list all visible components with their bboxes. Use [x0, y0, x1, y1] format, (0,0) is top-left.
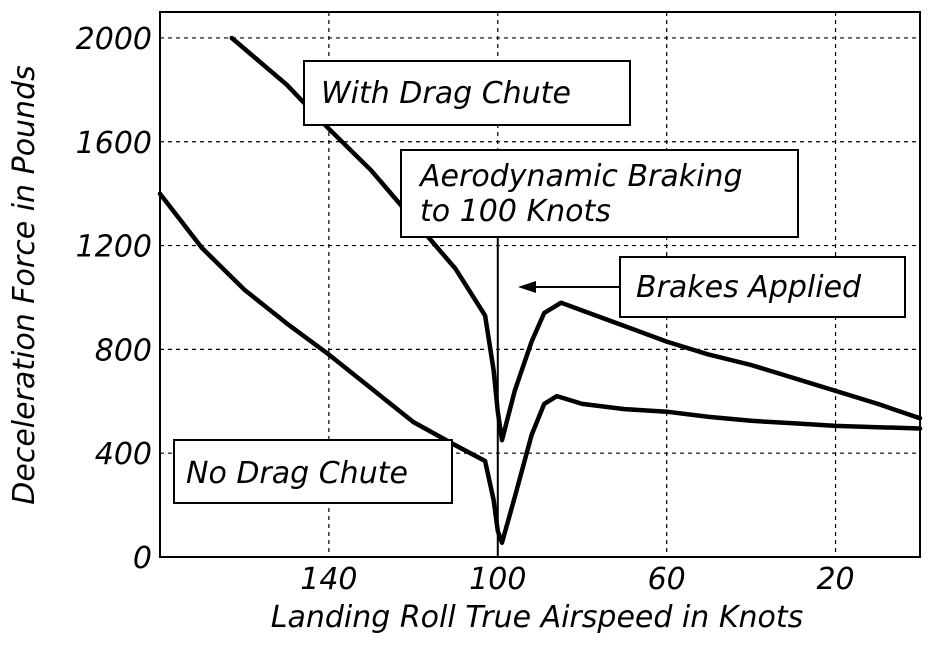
annotation-brakes-applied: Brakes Applied: [518, 256, 906, 318]
annotation-brakes-applied-text: Brakes Applied: [636, 270, 862, 305]
x-tick-label: 60: [648, 562, 686, 597]
annotation-aerodynamic-braking-line1: Aerodynamic Braking: [418, 159, 743, 194]
x-axis-title: Landing Roll True Airspeed in Knots: [271, 600, 804, 635]
x-tick-label: 140: [300, 562, 357, 597]
x-tick-label: 20: [816, 562, 854, 597]
plot-frame: [159, 11, 921, 558]
series-lines: [157, 35, 923, 545]
annotation-with-drag-chute-text: With Drag Chute: [321, 76, 571, 111]
y-tick-label: 1200: [76, 230, 152, 265]
y-tick-label: 0: [133, 541, 152, 576]
series-no-drag-chute-line: [157, 191, 923, 545]
x-tick-label: 100: [469, 562, 526, 597]
annotation-aerodynamic-braking-line2: to 100 Knots: [420, 194, 611, 229]
y-tick-label: 1600: [76, 126, 152, 161]
y-tick-label: 800: [95, 333, 152, 368]
annotation-no-drag-chute: No Drag Chute: [173, 439, 453, 504]
annotation-no-drag-chute-text: No Drag Chute: [186, 456, 408, 491]
y-axis-title: Deceleration Force in Pounds: [7, 65, 42, 504]
y-tick-label: 2000: [76, 22, 152, 57]
y-tick-label: 400: [95, 437, 152, 472]
tick-labels: 0 400 800 1200 1600 2000 140 100 60 20: [76, 22, 855, 597]
annotation-with-drag-chute: With Drag Chute: [303, 60, 631, 126]
series-with-drag-chute-line: [229, 35, 923, 443]
brakes-applied-arrow-head: [518, 281, 536, 293]
annotation-aerodynamic-braking: Aerodynamic Braking to 100 Knots: [400, 149, 799, 238]
